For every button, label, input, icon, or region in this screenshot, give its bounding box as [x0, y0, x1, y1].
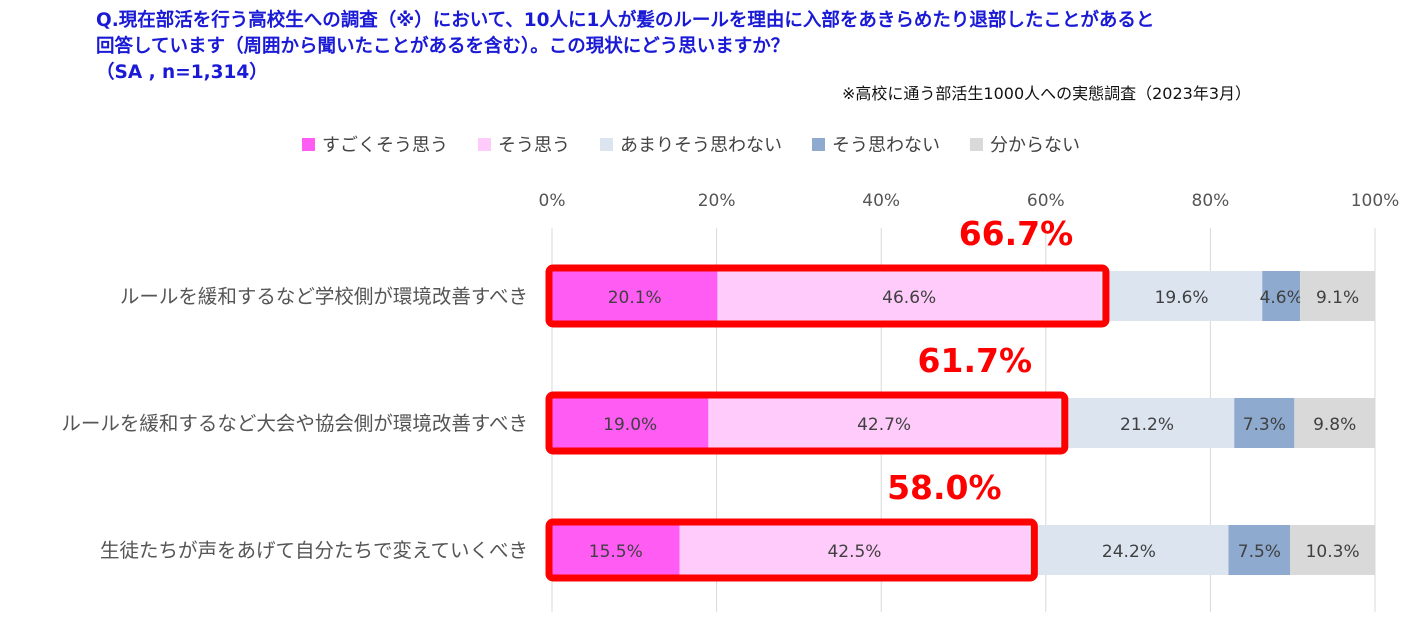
- category-label: 生徒たちが声をあげて自分たちで変えていくべき: [100, 539, 528, 562]
- bar-segment: [1300, 271, 1375, 321]
- legend-item: そう思う: [478, 131, 570, 157]
- highlight-box: [545, 391, 1069, 455]
- legend-swatch: [478, 137, 491, 151]
- legend-label: そう思う: [498, 135, 570, 156]
- chart-legend: すごくそう思う そう思う あまりそう思わない そう思わない 分からない: [302, 131, 1110, 157]
- bar-segment: [1290, 525, 1375, 575]
- data-label: 21.2%: [1120, 415, 1174, 435]
- data-label: 42.5%: [827, 542, 881, 562]
- bar-segment: [1294, 398, 1375, 448]
- x-tick-label: 100%: [1351, 191, 1400, 211]
- bar-segment: [679, 525, 1030, 575]
- legend-swatch: [812, 137, 825, 151]
- bar-segment: [1059, 398, 1235, 448]
- data-label: 20.1%: [608, 288, 662, 308]
- question-line-3: （SA , n=1,314）: [96, 62, 268, 83]
- bar-segment: [1228, 525, 1291, 575]
- category-label: ルールを緩和するなど大会や協会側が環境改善すべき: [61, 412, 528, 435]
- data-label: 19.6%: [1155, 288, 1209, 308]
- data-label: 7.3%: [1243, 415, 1286, 435]
- bar-segment: [1100, 271, 1263, 321]
- bar-segment: [1262, 271, 1301, 321]
- data-label: 9.1%: [1316, 288, 1359, 308]
- legend-swatch: [970, 137, 983, 151]
- data-label: 9.8%: [1313, 415, 1356, 435]
- annotation-total: 58.0%: [887, 468, 1002, 507]
- data-label: 42.7%: [857, 415, 911, 435]
- x-tick-label: 80%: [1192, 191, 1230, 211]
- legend-item: あまりそう思わない: [600, 131, 782, 157]
- highlight-box: [545, 518, 1038, 582]
- legend-item: そう思わない: [812, 131, 940, 157]
- data-label: 19.0%: [603, 415, 657, 435]
- question-line-1: Q.現在部活を行う高校生への調査（※）において、10人に1人が髪のルールを理由に…: [96, 10, 1155, 31]
- legend-item: 分からない: [970, 131, 1080, 157]
- legend-label: そう思わない: [832, 135, 940, 156]
- legend-label: あまりそう思わない: [620, 135, 782, 156]
- bar-segment: [1234, 398, 1295, 448]
- x-tick-label: 40%: [862, 191, 900, 211]
- data-label: 46.6%: [882, 288, 936, 308]
- x-tick-label: 0%: [539, 191, 566, 211]
- question-line-2: 回答しています（周囲から聞いたことがあるを含む）。この現状にどう思いますか？: [96, 36, 790, 57]
- data-label: 7.5%: [1238, 542, 1281, 562]
- bar-segment: [552, 398, 709, 448]
- x-tick-label: 20%: [698, 191, 736, 211]
- data-label: 4.6%: [1260, 288, 1303, 308]
- x-tick-label: 60%: [1027, 191, 1065, 211]
- highlight-box: [545, 264, 1110, 328]
- bar-segment: [1029, 525, 1229, 575]
- bar-segment: [717, 271, 1101, 321]
- annotation-total: 66.7%: [959, 214, 1074, 253]
- data-label: 10.3%: [1306, 542, 1360, 562]
- category-label: ルールを緩和するなど学校側が環境改善すべき: [120, 285, 528, 308]
- legend-label: すごくそう思う: [322, 135, 448, 156]
- legend-swatch: [302, 137, 315, 151]
- legend-item: すごくそう思う: [302, 131, 448, 157]
- legend-label: 分からない: [990, 135, 1080, 156]
- bar-segment: [552, 525, 680, 575]
- data-label: 24.2%: [1102, 542, 1156, 562]
- annotation-total: 61.7%: [918, 341, 1033, 380]
- bar-segment: [708, 398, 1060, 448]
- legend-swatch: [600, 137, 613, 151]
- data-label: 15.5%: [589, 542, 643, 562]
- question-text: Q.現在部活を行う高校生への調査（※）において、10人に1人が髪のルールを理由に…: [96, 8, 1396, 86]
- bar-segment: [552, 271, 718, 321]
- survey-note: ※高校に通う部活生1000人への実態調査（2023年3月）: [842, 84, 1252, 103]
